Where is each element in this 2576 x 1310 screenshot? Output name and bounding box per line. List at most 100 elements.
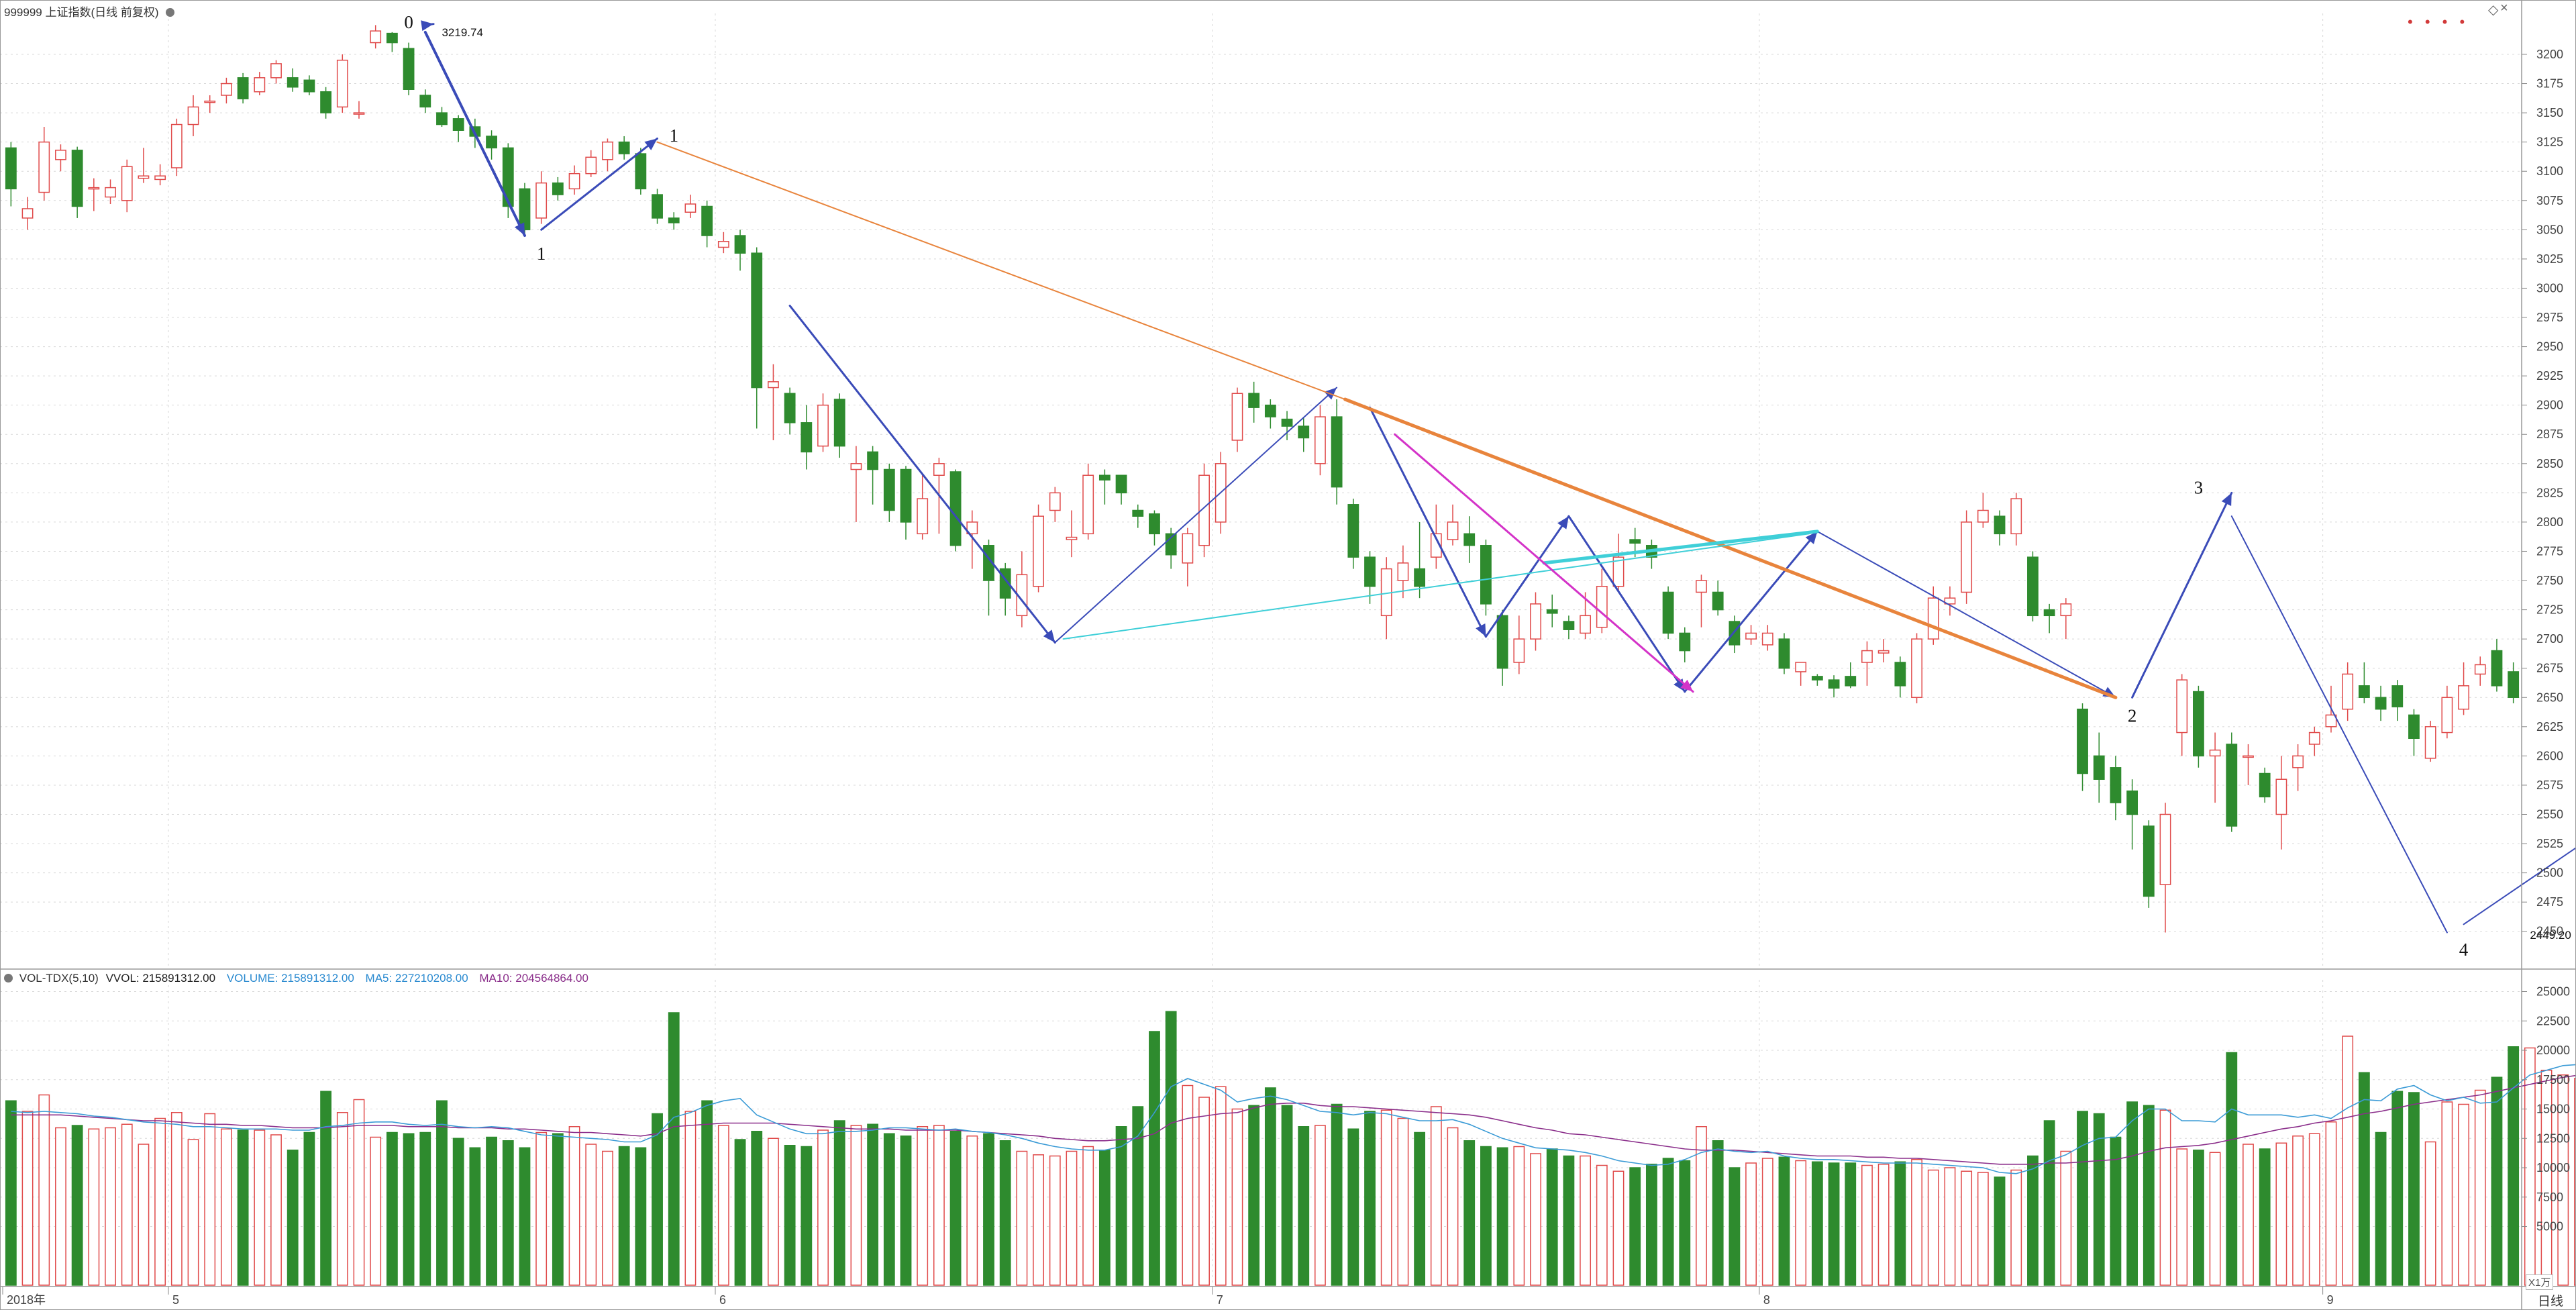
candle[interactable] xyxy=(2342,662,2354,721)
volume-bar[interactable] xyxy=(833,1120,845,1286)
volume-bar[interactable] xyxy=(204,1113,216,1286)
volume-bar[interactable] xyxy=(917,1126,929,1286)
candle[interactable] xyxy=(2424,721,2436,762)
candle[interactable] xyxy=(1463,516,1476,563)
volume-bar[interactable] xyxy=(320,1091,332,1286)
volume-bar[interactable] xyxy=(1961,1170,1973,1286)
candle[interactable] xyxy=(1033,504,1044,593)
volume-bar[interactable] xyxy=(900,1136,912,1286)
candle[interactable] xyxy=(917,475,929,540)
volume-bar[interactable] xyxy=(1480,1146,1492,1286)
candle[interactable] xyxy=(966,510,978,569)
volume-bar[interactable] xyxy=(2259,1148,2271,1286)
volume-bar[interactable] xyxy=(2508,1046,2520,1286)
volume-bar[interactable] xyxy=(1115,1126,1127,1286)
volume-bar[interactable] xyxy=(1696,1126,1707,1286)
volume-bar[interactable] xyxy=(2060,1150,2072,1286)
diamond-icon[interactable]: ◇ xyxy=(2488,3,2499,17)
candle[interactable] xyxy=(370,25,382,49)
volume-bar[interactable] xyxy=(1811,1161,1823,1286)
candle[interactable] xyxy=(1778,633,1790,674)
volume-bar[interactable] xyxy=(2458,1103,2469,1286)
volume-bar[interactable] xyxy=(1016,1150,1028,1286)
candle[interactable] xyxy=(403,42,415,95)
candle[interactable] xyxy=(2391,680,2404,721)
candle[interactable] xyxy=(1530,592,1541,651)
candle[interactable] xyxy=(1944,586,1956,616)
candle[interactable] xyxy=(535,171,548,224)
volume-bar[interactable] xyxy=(1761,1158,1773,1286)
candle[interactable] xyxy=(1861,641,1873,686)
volume-bar[interactable] xyxy=(652,1113,663,1286)
volume-bar[interactable] xyxy=(602,1150,613,1286)
volume-bar[interactable] xyxy=(1447,1127,1459,1286)
volume-bar[interactable] xyxy=(1977,1172,1989,1286)
volume-bar[interactable] xyxy=(1712,1140,1724,1286)
volume-bar[interactable] xyxy=(1629,1167,1641,1286)
candle[interactable] xyxy=(602,138,613,172)
volume-bar[interactable] xyxy=(552,1133,564,1286)
volume-bar[interactable] xyxy=(303,1131,315,1286)
candle[interactable] xyxy=(833,393,845,458)
candle[interactable] xyxy=(2126,779,2139,850)
candle[interactable] xyxy=(353,101,365,119)
volume-bar[interactable] xyxy=(1264,1087,1276,1286)
candle[interactable] xyxy=(2209,732,2221,803)
volume-bar[interactable] xyxy=(2375,1131,2387,1286)
candle[interactable] xyxy=(1877,639,1890,662)
volume-bar[interactable] xyxy=(254,1129,266,1286)
volume-bar[interactable] xyxy=(850,1125,862,1286)
candle[interactable] xyxy=(1298,417,1310,452)
volume-bar[interactable] xyxy=(768,1138,779,1286)
candle[interactable] xyxy=(1911,633,1922,703)
candle[interactable] xyxy=(2027,551,2039,622)
candle[interactable] xyxy=(254,72,266,95)
candle[interactable] xyxy=(1149,510,1160,546)
volume-bar[interactable] xyxy=(1944,1167,1956,1286)
volume-bar[interactable] xyxy=(187,1139,199,1286)
volume-bar[interactable] xyxy=(270,1134,282,1286)
volume-bar[interactable] xyxy=(1198,1097,1210,1286)
volume-bar[interactable] xyxy=(1845,1162,1857,1286)
candle[interactable] xyxy=(71,146,83,218)
volume-bar[interactable] xyxy=(403,1133,415,1286)
volume-bar[interactable] xyxy=(2474,1089,2486,1286)
candle[interactable] xyxy=(1894,656,1906,698)
volume-bar[interactable] xyxy=(2159,1109,2171,1286)
volume-bar[interactable] xyxy=(883,1133,895,1286)
volume-bar[interactable] xyxy=(170,1112,183,1286)
volume-bar[interactable] xyxy=(717,1125,729,1286)
candle[interactable] xyxy=(1745,625,1757,645)
volume-bar[interactable] xyxy=(1281,1105,1293,1286)
candle[interactable] xyxy=(320,87,332,119)
candle[interactable] xyxy=(751,247,763,429)
volume-bar[interactable] xyxy=(817,1129,829,1286)
volume-bar[interactable] xyxy=(336,1112,348,1286)
candle[interactable] xyxy=(635,148,647,195)
volume-bar[interactable] xyxy=(1894,1161,1906,1286)
volume-bar[interactable] xyxy=(2358,1072,2370,1286)
candle[interactable] xyxy=(38,127,50,201)
candle[interactable] xyxy=(336,54,348,113)
volume-bar[interactable] xyxy=(419,1131,431,1286)
candle[interactable] xyxy=(850,446,862,522)
candle[interactable] xyxy=(1364,551,1376,604)
candle[interactable] xyxy=(2077,703,2088,791)
volume-bar[interactable] xyxy=(105,1127,116,1286)
volume-bar[interactable] xyxy=(1546,1148,1558,1286)
candle[interactable] xyxy=(1182,527,1194,587)
volume-bar[interactable] xyxy=(2391,1091,2404,1286)
volume-bar[interactable] xyxy=(287,1150,299,1286)
candle[interactable] xyxy=(1845,662,1857,689)
volume-bar[interactable] xyxy=(2441,1101,2453,1286)
candle[interactable] xyxy=(2226,732,2238,832)
candle[interactable] xyxy=(701,200,713,248)
volume-bar[interactable] xyxy=(1364,1111,1376,1286)
candle[interactable] xyxy=(900,466,912,540)
volume-bar[interactable] xyxy=(519,1147,531,1286)
candle[interactable] xyxy=(2176,674,2188,756)
candle[interactable] xyxy=(2010,493,2022,546)
volume-bar[interactable] xyxy=(999,1140,1011,1286)
candle[interactable] xyxy=(1662,586,1674,640)
candle[interactable] xyxy=(1347,499,1359,569)
